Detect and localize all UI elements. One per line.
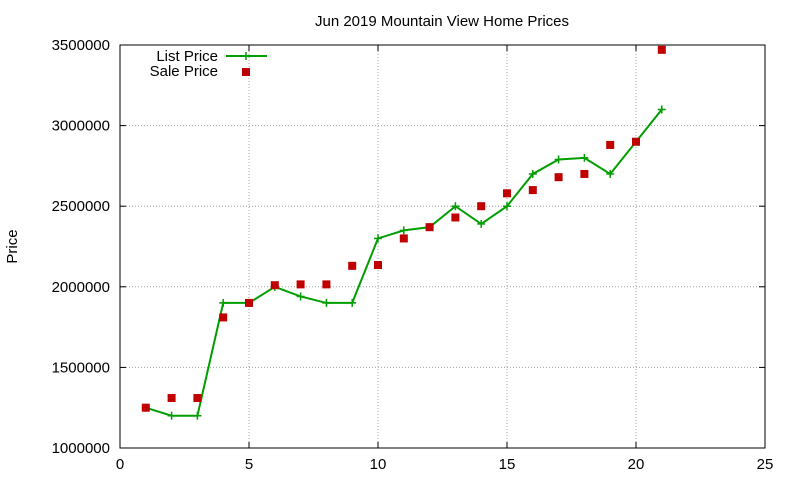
list-price-point: [399, 226, 408, 235]
list-price-point: [477, 219, 486, 228]
x-tick-label: 0: [116, 456, 124, 473]
list-price-point: [296, 292, 305, 301]
list-price-point: [219, 298, 228, 307]
y-tick-label: 3000000: [52, 118, 110, 135]
legend-marker-list-price: [242, 52, 250, 60]
list-price-point: [528, 169, 537, 178]
sale-price-point: [425, 223, 434, 232]
sale-price-series: [141, 45, 666, 412]
sale-price-point: [632, 137, 640, 146]
sale-price-point: [477, 202, 486, 211]
sale-price-point: [554, 173, 563, 182]
list-price-point: [348, 298, 357, 307]
sale-price-point: [374, 261, 382, 270]
sale-price-point: [580, 169, 589, 178]
sale-price-point: [528, 186, 537, 195]
list-price-point: [657, 105, 666, 114]
chart-title: Jun 2019 Mountain View Home Prices: [315, 13, 569, 30]
sale-price-point: [451, 213, 460, 222]
sale-price-point: [399, 234, 408, 243]
x-tick-label: 10: [370, 456, 387, 473]
y-axis-label: Price: [4, 229, 21, 263]
list-price-point: [580, 153, 589, 162]
sale-price-point: [270, 281, 279, 290]
list-price-point: [503, 202, 511, 211]
sale-price-point: [193, 394, 202, 403]
x-tick-label: 20: [628, 456, 645, 473]
sale-price-point: [657, 45, 666, 54]
x-tick-label: 5: [245, 456, 253, 473]
y-tick-label: 1500000: [52, 359, 110, 376]
sale-price-point: [141, 403, 150, 412]
legend-marker-sale-price: [242, 68, 250, 76]
legend-label-list-price: List Price: [156, 48, 218, 65]
y-tick-label: 2000000: [52, 279, 110, 296]
list-price-point: [451, 202, 460, 211]
sale-price-point: [503, 189, 511, 198]
axes: 0 5 10 15 20 25 1000000 1500000 2000000 2500000 30…: [52, 37, 774, 473]
y-tick-label: 3500000: [52, 37, 110, 54]
list-price-point: [193, 411, 202, 420]
sale-price-point: [322, 280, 331, 289]
sale-price-point: [167, 394, 176, 403]
list-price-point: [374, 234, 382, 243]
sale-price-point: [296, 280, 305, 289]
sale-price-point: [219, 313, 228, 322]
list-price-series: [141, 105, 666, 420]
x-tick-label: 25: [757, 456, 774, 473]
gridlines: [120, 45, 765, 448]
list-price-point: [322, 298, 331, 307]
sale-price-point: [245, 298, 253, 307]
plot-area: [141, 45, 666, 420]
sale-price-point: [606, 140, 615, 149]
list-price-point: [554, 155, 563, 164]
y-tick-label: 2500000: [52, 198, 110, 215]
x-tick-label: 15: [499, 456, 516, 473]
legend-label-sale-price: Sale Price: [150, 63, 218, 80]
sale-price-point: [348, 261, 357, 270]
plot-frame: [119, 44, 766, 449]
list-price-point: [606, 169, 615, 178]
y-tick-label: 1000000: [52, 440, 110, 457]
list-price-point: [167, 411, 176, 420]
